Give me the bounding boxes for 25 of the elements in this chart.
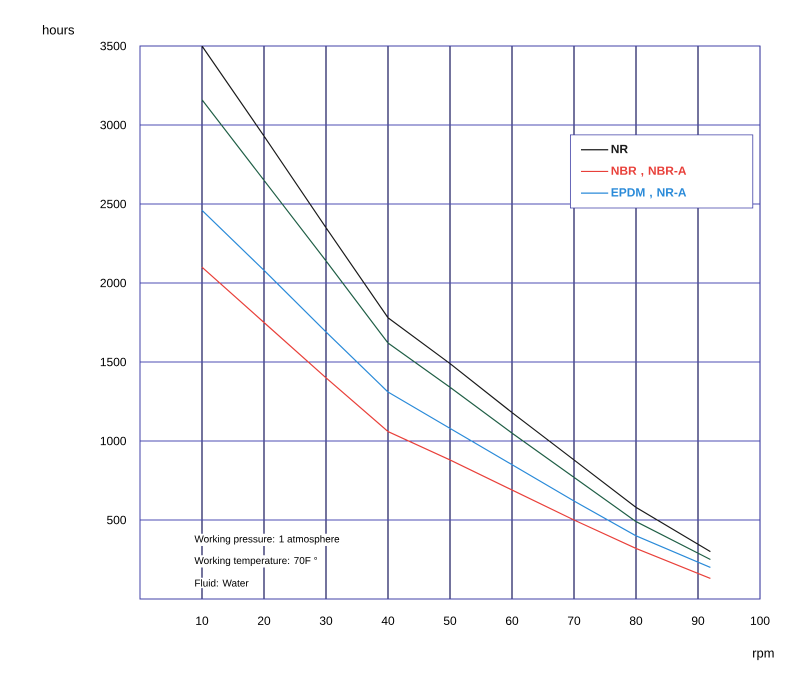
y-tick-label: 3000 [100, 120, 126, 130]
x-tick-label: 70 [568, 616, 580, 625]
annotation: Working pressure: 1 atmosphere [194, 535, 340, 544]
y-axis-title: hours [42, 24, 74, 34]
annotation: Working temperature: 70F ° [194, 556, 318, 566]
legend-label: NBR , NBR-A [612, 166, 686, 177]
y-tick-label: 1000 [100, 436, 126, 446]
x-tick-label: 80 [630, 616, 642, 625]
x-tick-label: 10 [196, 616, 208, 625]
y-tick-label: 2000 [100, 278, 126, 288]
legend-label: EPDM , NR-A [612, 188, 686, 198]
x-tick-label: 20 [258, 616, 270, 625]
legend-label: NR [612, 144, 628, 154]
x-axis-title: rpm [753, 650, 774, 660]
x-tick-label: 50 [444, 616, 456, 625]
y-tick-label: 3500 [100, 42, 126, 50]
x-tick-label: 40 [382, 616, 394, 625]
x-tick-label: 60 [506, 616, 518, 625]
x-tick-label: 90 [692, 616, 704, 625]
y-tick-label: 500 [107, 516, 126, 524]
annotation: Fluid: Water [195, 579, 248, 587]
y-tick-label: 2500 [100, 200, 126, 208]
y-tick-label: 1500 [100, 358, 126, 366]
x-tick-label: 100 [750, 616, 770, 625]
x-tick-label: 30 [320, 616, 332, 625]
